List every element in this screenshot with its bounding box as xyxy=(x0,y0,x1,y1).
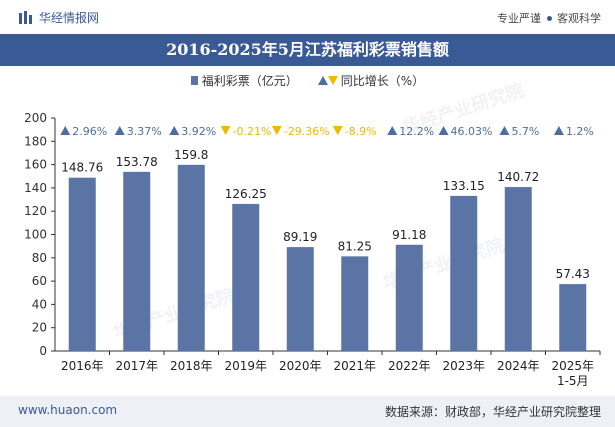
legend-item-bar: 福利彩票（亿元） xyxy=(190,72,298,89)
growth-down-triangle-icon xyxy=(332,126,343,135)
legend-down-triangle-icon xyxy=(327,76,338,85)
y-tick-label: 60 xyxy=(32,274,47,288)
x-tick-label: 2022年 xyxy=(388,359,431,373)
bar xyxy=(341,256,369,351)
bar xyxy=(450,195,478,351)
chart-title: 2016-2025年5月江苏福利彩票销售额 xyxy=(166,40,449,59)
y-tick-label: 80 xyxy=(32,251,47,265)
growth-up-triangle-icon xyxy=(553,126,564,135)
x-tick-label: 2021年 xyxy=(333,359,376,373)
y-tick-label: 40 xyxy=(32,297,47,311)
top-bar: 华经情报网 专业严谨 客观科学 xyxy=(0,0,615,34)
x-tick-label: 2017年 xyxy=(115,359,158,373)
y-tick-label: 120 xyxy=(24,204,47,218)
footer-url: www.huaon.com xyxy=(18,403,118,417)
y-tick-label: 20 xyxy=(32,321,47,335)
growth-up-triangle-icon xyxy=(169,126,180,135)
brand-logo-icon xyxy=(19,10,32,24)
y-tick-label: 160 xyxy=(24,158,47,172)
tagline-right: 客观科学 xyxy=(557,12,601,25)
legend-bar-label: 福利彩票（亿元） xyxy=(201,74,298,88)
footer: www.huaon.com 数据来源：财政部，华经产业研究院整理 xyxy=(0,396,615,427)
bar-value-label: 89.19 xyxy=(283,230,317,244)
x-tick-label: 2023年 xyxy=(442,359,485,373)
x-tick-label: 2025年 xyxy=(551,359,594,373)
legend-item-growth: 同比增长（%） xyxy=(317,72,425,89)
x-tick-label: 2016年 xyxy=(61,359,104,373)
growth-up-triangle-icon xyxy=(114,126,125,135)
legend-growth-label: 同比增长（%） xyxy=(340,74,425,88)
growth-up-triangle-icon xyxy=(438,126,449,135)
tagline-dot-icon xyxy=(547,15,552,21)
y-tick-label: 200 xyxy=(24,111,47,125)
bar xyxy=(232,203,260,351)
growth-up-triangle-icon xyxy=(60,126,71,135)
x-tick-label: 2018年 xyxy=(170,359,213,373)
y-tick-label: 0 xyxy=(39,344,47,358)
bar xyxy=(177,164,205,351)
bar-value-label: 153.78 xyxy=(116,155,158,169)
x-tick-label: 1-5月 xyxy=(557,374,589,388)
bar xyxy=(68,177,96,351)
bar-chart: 0 20 40 60 80 100 120 140 160 180 200 148.76 2016年 2.… xyxy=(24,111,601,388)
x-tick-label: 2020年 xyxy=(279,359,322,373)
bar xyxy=(559,284,587,351)
legend-up-triangle-icon xyxy=(317,76,328,85)
growth-label: -29.36% xyxy=(284,125,330,138)
brand-name: 华经情报网 xyxy=(39,11,100,25)
growth-up-triangle-icon xyxy=(387,126,398,135)
growth-label: 5.7% xyxy=(511,125,539,138)
x-tick-label: 2024年 xyxy=(497,359,540,373)
title-bar: 2016-2025年5月江苏福利彩票销售额 xyxy=(0,34,615,66)
bar-value-label: 140.72 xyxy=(497,170,539,184)
footer-source: 数据来源：财政部，华经产业研究院整理 xyxy=(384,405,601,419)
tagline: 专业严谨 客观科学 xyxy=(497,10,601,26)
bar xyxy=(286,247,314,351)
tagline-left: 专业严谨 xyxy=(497,12,541,25)
bar-value-label: 133.15 xyxy=(443,179,485,193)
growth-down-triangle-icon xyxy=(271,126,282,135)
y-tick-label: 180 xyxy=(24,134,47,148)
bar-value-label: 126.25 xyxy=(225,187,267,201)
legend-bar-swatch-icon xyxy=(190,76,198,85)
growth-down-triangle-icon xyxy=(220,126,231,135)
growth-label: -8.9% xyxy=(345,125,377,138)
bar-value-label: 57.43 xyxy=(556,267,590,281)
bar xyxy=(123,171,151,351)
growth-label: 12.2% xyxy=(399,125,434,138)
bar-value-label: 81.25 xyxy=(338,239,372,253)
x-tick-label: 2019年 xyxy=(224,359,267,373)
legend: 福利彩票（亿元） 同比增长（%） xyxy=(0,72,615,89)
growth-up-triangle-icon xyxy=(499,126,510,135)
bar-value-label: 159.8 xyxy=(174,148,208,162)
growth-label: 3.37% xyxy=(127,125,162,138)
brand: 华经情报网 xyxy=(18,9,99,26)
bar xyxy=(504,187,532,351)
y-tick-label: 100 xyxy=(24,228,47,242)
growth-label: -0.21% xyxy=(233,125,272,138)
growth-label: 2.96% xyxy=(72,125,107,138)
y-tick-label: 140 xyxy=(24,181,47,195)
bar-value-label: 148.76 xyxy=(61,161,103,175)
bar xyxy=(395,244,423,351)
growth-label: 3.92% xyxy=(181,125,216,138)
bar-value-label: 91.18 xyxy=(392,228,426,242)
growth-label: 46.03% xyxy=(451,125,493,138)
growth-label: 1.2% xyxy=(566,125,594,138)
